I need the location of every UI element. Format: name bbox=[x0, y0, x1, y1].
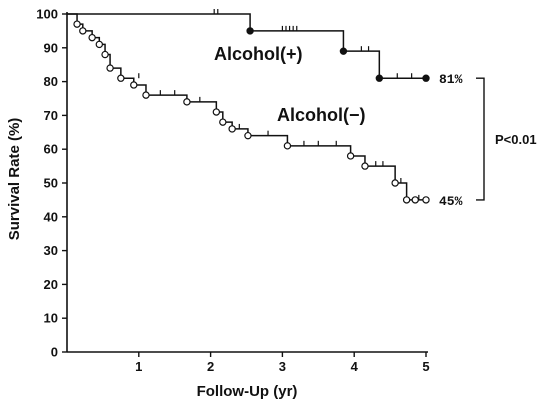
event-marker-open bbox=[411, 196, 419, 204]
y-tick-label: 80 bbox=[44, 74, 58, 89]
end-value-alcohol-plus: 81% bbox=[439, 72, 463, 87]
event-marker-filled bbox=[375, 74, 384, 82]
y-tick-label: 10 bbox=[44, 311, 58, 326]
series-label-alcohol-minus: Alcohol(−) bbox=[277, 105, 366, 125]
event-marker-filled bbox=[339, 47, 348, 55]
series-0 bbox=[67, 9, 430, 82]
event-marker-open bbox=[212, 108, 221, 116]
event-marker-open bbox=[391, 179, 399, 187]
event-marker-open bbox=[142, 91, 150, 99]
y-axis-title: Survival Rate (%) bbox=[6, 118, 23, 241]
y-tick-label: 30 bbox=[44, 243, 58, 258]
x-tick-label: 3 bbox=[279, 359, 286, 374]
axes-layer: 0 10 20 30 40 50 60 70 80 90 100 1 2 3 4 5 bbox=[36, 7, 429, 375]
event-marker-open bbox=[117, 74, 125, 82]
event-marker-open bbox=[130, 81, 138, 89]
x-tick-label: 5 bbox=[422, 359, 429, 374]
y-tick-label: 50 bbox=[44, 176, 58, 191]
event-marker-open bbox=[79, 27, 87, 35]
event-marker-open bbox=[283, 142, 292, 150]
event-marker-open bbox=[183, 98, 191, 106]
y-tick-label: 20 bbox=[44, 277, 58, 292]
y-tick-label: 0 bbox=[51, 345, 58, 360]
event-marker-filled bbox=[246, 27, 254, 35]
significance-bracket bbox=[476, 77, 485, 201]
series-label-alcohol-plus: Alcohol(+) bbox=[214, 44, 303, 64]
event-marker-open bbox=[106, 64, 114, 72]
event-marker-open bbox=[244, 131, 252, 140]
end-value-alcohol-minus: 45% bbox=[439, 194, 463, 209]
y-tick-label: 60 bbox=[44, 142, 58, 157]
event-marker-open bbox=[101, 50, 109, 59]
survival-step-line bbox=[67, 13, 426, 79]
series-1 bbox=[67, 13, 430, 204]
x-tick-label: 1 bbox=[135, 359, 142, 374]
event-marker-open bbox=[219, 118, 227, 126]
event-marker-filled bbox=[422, 74, 430, 82]
y-tick-label: 70 bbox=[44, 108, 58, 123]
x-tick-label: 4 bbox=[351, 359, 359, 374]
event-marker-open bbox=[73, 20, 81, 28]
event-marker-open bbox=[346, 152, 355, 160]
y-tick-label: 40 bbox=[44, 209, 58, 224]
y-tick-label: 90 bbox=[44, 40, 58, 55]
significance-label: P<0.01 bbox=[495, 132, 537, 147]
series-layer bbox=[67, 9, 430, 204]
labels-layer: Follow-Up (yr) Survival Rate (%) Alcohol(+… bbox=[6, 44, 537, 400]
event-marker-open bbox=[228, 125, 236, 133]
event-marker-open bbox=[95, 40, 104, 49]
event-marker-open bbox=[402, 196, 411, 204]
x-tick-label: 2 bbox=[207, 359, 214, 374]
event-marker-open bbox=[361, 162, 369, 170]
event-marker-open bbox=[422, 196, 430, 204]
x-axis-title: Follow-Up (yr) bbox=[197, 383, 298, 400]
survival-step-line bbox=[67, 13, 426, 201]
y-tick-label: 100 bbox=[36, 7, 58, 22]
event-marker-open bbox=[88, 33, 96, 42]
